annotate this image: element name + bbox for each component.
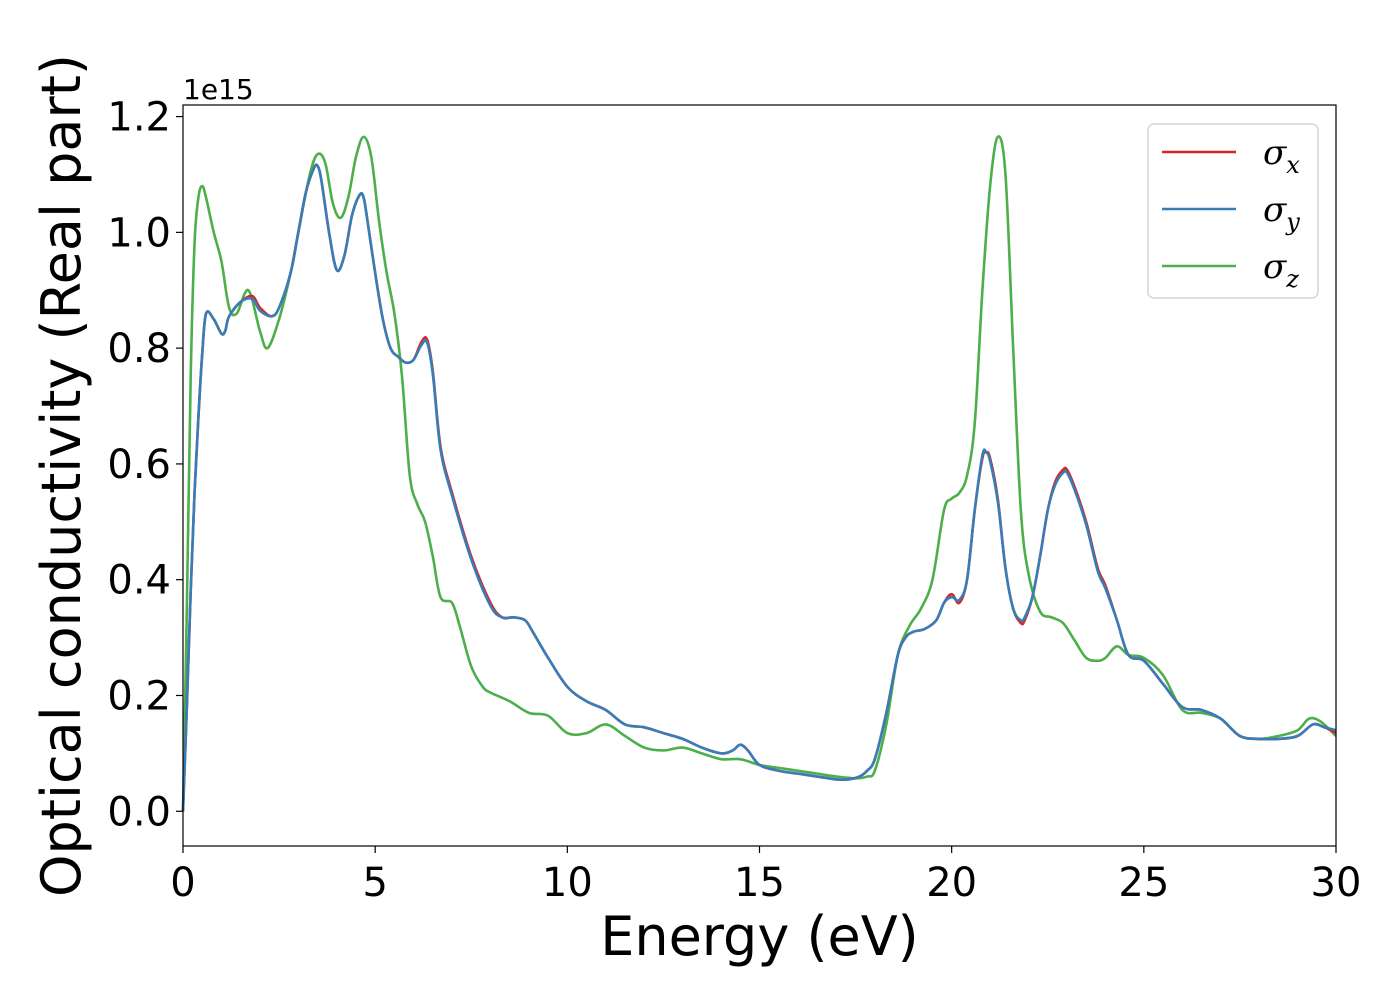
x-axis: 0 5 10 15 20 25 30 [170,846,1361,906]
legend-label: σy [1263,190,1300,236]
legend-item-z: σz [1162,247,1299,293]
legend-label: σz [1263,247,1299,293]
y-tick-label: 0.0 [107,789,171,835]
legend-label: σx [1263,133,1300,179]
x-tick-label: 25 [1118,860,1169,906]
x-tick-label: 15 [734,860,785,906]
y-tick-label: 1.0 [107,210,171,256]
y-tick-label: 0.2 [107,673,171,719]
y-tick-label: 0.4 [107,558,171,604]
x-tick-label: 10 [542,860,593,906]
y-axis: 0.0 0.2 0.4 0.6 0.8 1.0 1.2 [107,95,183,835]
legend-item-y: σy [1162,190,1300,236]
x-tick-label: 0 [170,860,195,906]
x-tick-label: 30 [1311,860,1362,906]
series-line-y [181,163,1337,812]
y-tick-label: 1.2 [107,95,171,141]
y-tick-label: 0.8 [107,326,171,372]
y-tick-label: 0.6 [107,442,171,488]
legend-box [1147,123,1319,299]
plot-lines [181,135,1337,812]
y-offset-text: 1e15 [183,73,254,106]
x-tick-label: 5 [362,860,387,906]
legend: σx σy σz [1147,123,1319,299]
y-axis-title: Optical conductivity (Real part) [30,54,93,897]
x-tick-label: 20 [926,860,977,906]
x-axis-title: Energy (eV) [600,905,919,968]
legend-item-x: σx [1162,133,1300,179]
